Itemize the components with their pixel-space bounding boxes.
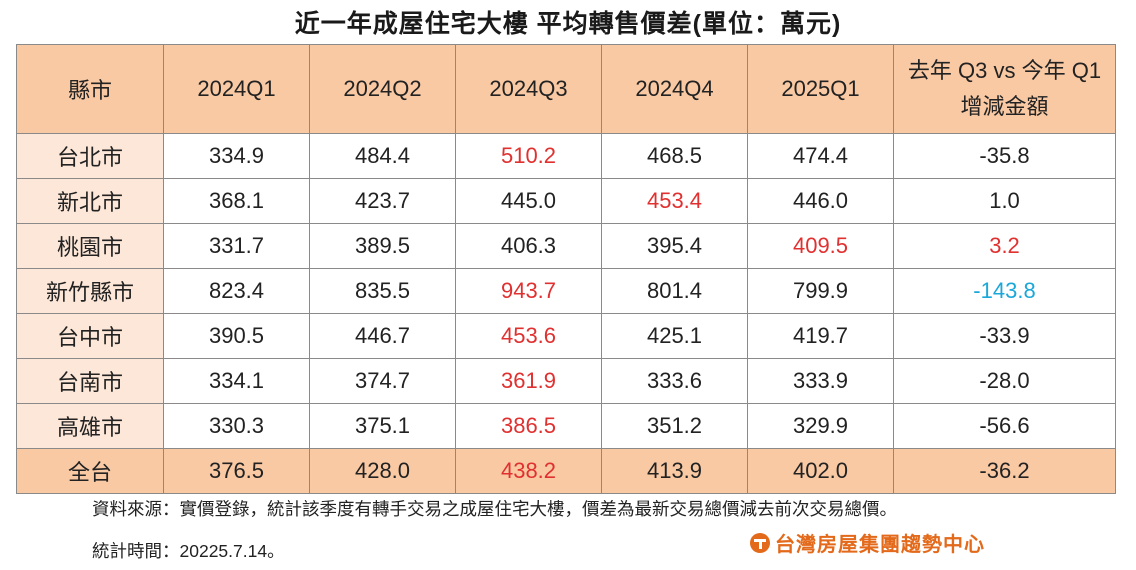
change-cell: 3.2: [893, 223, 1116, 269]
value-cell-2024q4: 425.1: [601, 313, 748, 359]
header-2024q3: 2024Q3: [455, 44, 602, 134]
value-cell-2024q3: 406.3: [455, 223, 602, 269]
value-cell-2024q4: 468.5: [601, 133, 748, 179]
table-row: 台中市 390.5 446.7 453.6 425.1 419.7 -33.9: [16, 313, 1116, 359]
value-cell-2024q1: 331.7: [163, 223, 310, 269]
header-change: 去年 Q3 vs 今年 Q1 增減金額: [893, 44, 1116, 134]
value-cell-2025q1: 409.5: [747, 223, 894, 269]
source-note: 資料來源：實價登錄，統計該季度有轉手交易之成屋住宅大樓，價差為最新交易總價減去前…: [92, 499, 897, 519]
header-row: 縣市 2024Q1 2024Q2 2024Q3 2024Q4 2025Q1 去年…: [16, 44, 1116, 134]
header-2024q1: 2024Q1: [163, 44, 310, 134]
value-cell-2024q1: 823.4: [163, 268, 310, 314]
value-cell-2024q3: 510.2: [455, 133, 602, 179]
value-cell-2024q2: 446.7: [309, 313, 456, 359]
logo: 台灣房屋集團趨勢中心: [750, 528, 985, 557]
price-diff-table: 縣市 2024Q1 2024Q2 2024Q3 2024Q4 2025Q1 去年…: [16, 44, 1116, 494]
city-cell: 新北市: [16, 178, 164, 224]
value-cell-2024q1: 368.1: [163, 178, 310, 224]
value-cell-2024q1: 334.9: [163, 133, 310, 179]
value-cell-2024q2: 835.5: [309, 268, 456, 314]
table-row: 台南市 334.1 374.7 361.9 333.6 333.9 -28.0: [16, 358, 1116, 404]
table-row: 桃園市 331.7 389.5 406.3 395.4 409.5 3.2: [16, 223, 1116, 269]
header-2024q2: 2024Q2: [309, 44, 456, 134]
table-row: 台北市 334.9 484.4 510.2 468.5 474.4 -35.8: [16, 133, 1116, 179]
city-cell: 桃園市: [16, 223, 164, 269]
value-cell-2025q1: 333.9: [747, 358, 894, 404]
table-row: 高雄市 330.3 375.1 386.5 351.2 329.9 -56.6: [16, 403, 1116, 449]
value-cell-2024q4: 395.4: [601, 223, 748, 269]
value-cell-2025q1: 419.7: [747, 313, 894, 359]
change-cell: -33.9: [893, 313, 1116, 359]
date-note: 統計時間：20225.7.14。: [92, 541, 285, 561]
value-cell-2024q2: 423.7: [309, 178, 456, 224]
value-cell-2024q1: 330.3: [163, 403, 310, 449]
value-cell-2024q2: 484.4: [309, 133, 456, 179]
value-cell-2025q1: 446.0: [747, 178, 894, 224]
value-cell-2024q3: 361.9: [455, 358, 602, 404]
city-cell: 高雄市: [16, 403, 164, 449]
change-cell: -143.8: [893, 268, 1116, 314]
value-cell-2024q1: 376.5: [163, 448, 310, 494]
value-cell-2024q2: 375.1: [309, 403, 456, 449]
header-change-line2: 增減金額: [960, 94, 1049, 119]
change-cell: -28.0: [893, 358, 1116, 404]
header-2025q1: 2025Q1: [747, 44, 894, 134]
value-cell-2024q2: 374.7: [309, 358, 456, 404]
value-cell-2025q1: 474.4: [747, 133, 894, 179]
table-row: 新竹縣市 823.4 835.5 943.7 801.4 799.9 -143.8: [16, 268, 1116, 314]
change-cell: -56.6: [893, 403, 1116, 449]
value-cell-2024q3: 445.0: [455, 178, 602, 224]
value-cell-2024q4: 801.4: [601, 268, 748, 314]
value-cell-2024q4: 453.4: [601, 178, 748, 224]
value-cell-2024q3: 438.2: [455, 448, 602, 494]
logo-text: 台灣房屋集團趨勢中心: [775, 534, 985, 556]
value-cell-2024q1: 334.1: [163, 358, 310, 404]
value-cell-2024q4: 351.2: [601, 403, 748, 449]
value-cell-2025q1: 799.9: [747, 268, 894, 314]
change-cell: 1.0: [893, 178, 1116, 224]
change-cell: -35.8: [893, 133, 1116, 179]
value-cell-2024q2: 428.0: [309, 448, 456, 494]
city-cell: 台南市: [16, 358, 164, 404]
table-body: 台北市 334.9 484.4 510.2 468.5 474.4 -35.8 新北市 368.…: [16, 133, 1116, 494]
header-change-line1: 去年 Q3 vs 今年 Q1: [907, 58, 1102, 83]
logo-icon: [750, 532, 770, 553]
value-cell-2024q1: 390.5: [163, 313, 310, 359]
value-cell-2025q1: 329.9: [747, 403, 894, 449]
city-cell: 新竹縣市: [16, 268, 164, 314]
value-cell-2024q4: 413.9: [601, 448, 748, 494]
change-cell: -36.2: [893, 448, 1116, 494]
table-row: 新北市 368.1 423.7 445.0 453.4 446.0 1.0: [16, 178, 1116, 224]
city-cell: 全台: [16, 448, 164, 494]
value-cell-2024q3: 943.7: [455, 268, 602, 314]
header-city: 縣市: [16, 44, 164, 134]
value-cell-2024q3: 453.6: [455, 313, 602, 359]
total-row: 全台 376.5 428.0 438.2 413.9 402.0 -36.2: [16, 448, 1116, 494]
city-cell: 台中市: [16, 313, 164, 359]
value-cell-2024q4: 333.6: [601, 358, 748, 404]
header-2024q4: 2024Q4: [601, 44, 748, 134]
city-cell: 台北市: [16, 133, 164, 179]
value-cell-2025q1: 402.0: [747, 448, 894, 494]
value-cell-2024q2: 389.5: [309, 223, 456, 269]
page-title: 近一年成屋住宅大樓 平均轉售價差(單位：萬元): [294, 10, 842, 38]
value-cell-2024q3: 386.5: [455, 403, 602, 449]
